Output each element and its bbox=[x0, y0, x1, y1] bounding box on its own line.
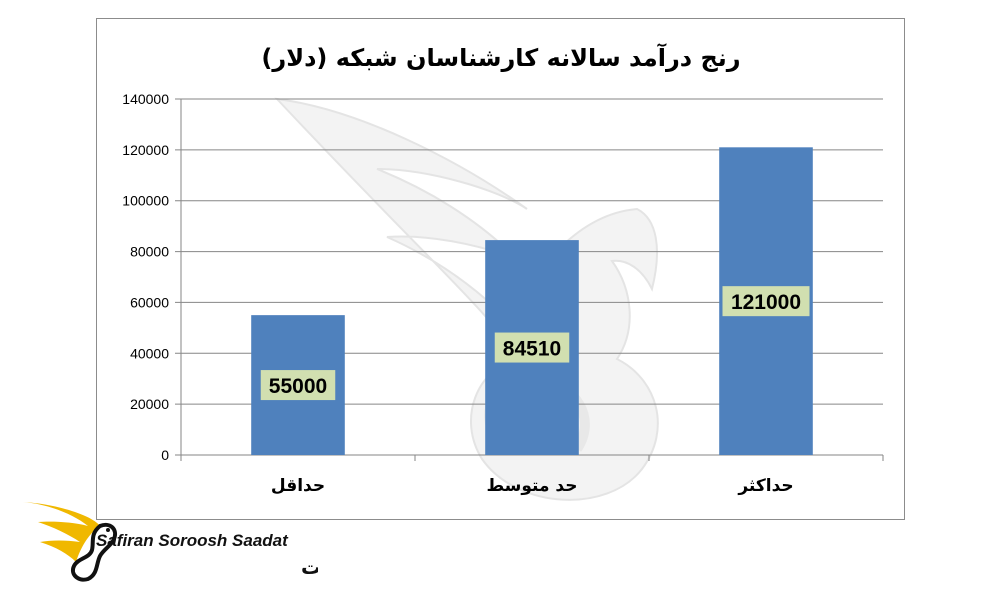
bar-chart: رنج درآمد سالانه کارشناسان شبکه (دلار) 0… bbox=[122, 43, 884, 501]
brand-logo: Safiran Soroosh Saadat سفیران سروش سعادت bbox=[23, 502, 318, 582]
brand-latin-name: Safiran Soroosh Saadat bbox=[96, 531, 289, 550]
y-tick-label: 120000 bbox=[122, 142, 169, 158]
data-label: 84510 bbox=[503, 338, 561, 361]
chart-title: رنج درآمد سالانه کارشناسان شبکه (دلار) bbox=[261, 43, 740, 72]
x-tick-label: حداکثر bbox=[737, 476, 793, 496]
y-tick-label: 100000 bbox=[122, 193, 169, 209]
y-tick-label: 80000 bbox=[130, 244, 169, 260]
x-tick-label: حد متوسط bbox=[486, 476, 577, 496]
y-tick-label: 40000 bbox=[130, 345, 169, 361]
winged-bird-icon bbox=[23, 502, 117, 582]
data-label-background bbox=[722, 286, 810, 317]
data-label: 55000 bbox=[269, 375, 327, 398]
x-tick-label: حداقل bbox=[271, 476, 325, 496]
y-tick-label: 0 bbox=[161, 447, 169, 463]
data-labels: 55000 84510 121000 bbox=[260, 286, 810, 401]
data-label-background bbox=[260, 370, 336, 401]
y-tick-label: 20000 bbox=[130, 396, 169, 412]
chart-frame: رنج درآمد سالانه کارشناسان شبکه (دلار) 0… bbox=[96, 18, 905, 520]
y-tick-label: 60000 bbox=[130, 294, 169, 310]
brand-persian-name: سفیران سروش سعادت bbox=[301, 555, 318, 579]
y-axis-tick-labels: 0 20000 40000 60000 80000 100000 120000 140000 bbox=[122, 91, 169, 463]
data-label: 121000 bbox=[731, 291, 801, 314]
data-label-background bbox=[494, 332, 570, 363]
x-axis-tick-labels: حداقل حد متوسط حداکثر bbox=[271, 476, 794, 496]
y-tick-label: 140000 bbox=[122, 91, 169, 107]
